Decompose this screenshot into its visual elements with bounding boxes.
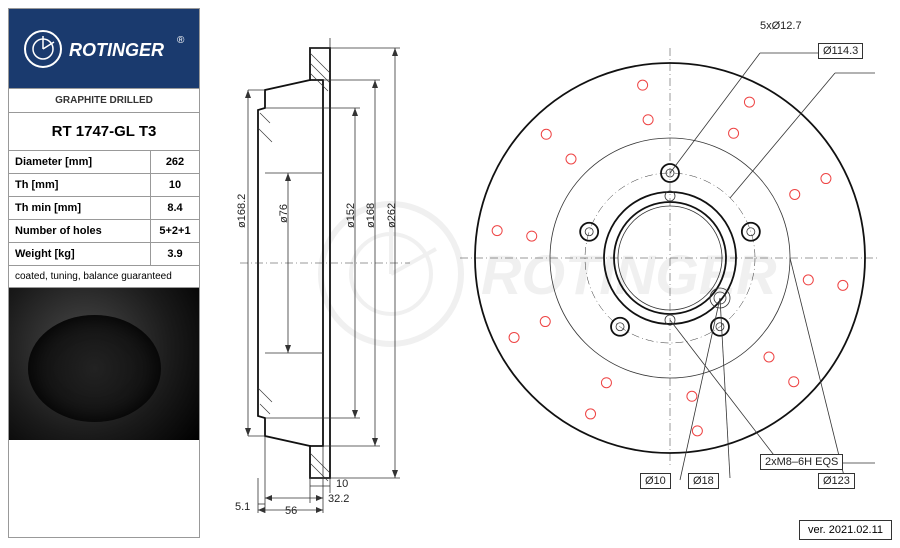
callout-d18: Ø18 — [688, 473, 719, 489]
brand-logo: ROTINGER ® — [9, 9, 199, 89]
spec-value: 262 — [151, 151, 199, 173]
front-view — [450, 28, 890, 508]
callout-d10: Ø10 — [640, 473, 671, 489]
technical-drawing: ROTINGER — [210, 8, 892, 540]
svg-text:®: ® — [177, 35, 185, 46]
spec-row: Weight [kg]3.9 — [9, 243, 199, 266]
spec-sidebar: ROTINGER ® GRAPHITE DRILLED RT 1747-GL T… — [8, 8, 200, 538]
dim-th10: 10 — [336, 478, 348, 490]
spec-value: 10 — [151, 174, 199, 196]
side-view — [210, 18, 440, 518]
spec-table: Diameter [mm]262Th [mm]10Th min [mm]8.4N… — [9, 151, 199, 266]
dim-d152: ø152 — [345, 203, 357, 228]
dim-51: 5.1 — [235, 501, 250, 513]
callout-bolt: 5xØ12.7 — [760, 20, 802, 32]
spec-value: 5+2+1 — [151, 220, 199, 242]
product-photo — [9, 288, 199, 440]
spec-row: Number of holes5+2+1 — [9, 220, 199, 243]
spec-row: Diameter [mm]262 — [9, 151, 199, 174]
spec-label: Weight [kg] — [9, 243, 151, 265]
spec-value: 8.4 — [151, 197, 199, 219]
spec-label: Th [mm] — [9, 174, 151, 196]
svg-text:ROTINGER: ROTINGER — [69, 40, 164, 60]
spec-label: Diameter [mm] — [9, 151, 151, 173]
spec-value: 3.9 — [151, 243, 199, 265]
dim-d76: ø76 — [278, 204, 290, 223]
callout-bcd: Ø114.3 — [818, 43, 863, 59]
spec-label: Number of holes — [9, 220, 151, 242]
dim-56: 56 — [285, 505, 297, 517]
spec-row: Th min [mm]8.4 — [9, 197, 199, 220]
product-subtitle: GRAPHITE DRILLED — [9, 89, 199, 113]
dim-32: 32.2 — [328, 493, 349, 505]
spec-label: Th min [mm] — [9, 197, 151, 219]
callout-thread: 2xM8–6H EQS — [760, 454, 843, 470]
spec-row: Th [mm]10 — [9, 174, 199, 197]
version-label: ver. 2021.02.11 — [799, 520, 892, 540]
dim-d168-2: ø168.2 — [236, 194, 248, 228]
spec-note: coated, tuning, balance guaranteed — [9, 266, 199, 288]
dim-d168: ø168 — [365, 203, 377, 228]
callout-d123: Ø123 — [818, 473, 855, 489]
part-number: RT 1747-GL T3 — [9, 113, 199, 151]
dim-d262: ø262 — [386, 203, 398, 228]
